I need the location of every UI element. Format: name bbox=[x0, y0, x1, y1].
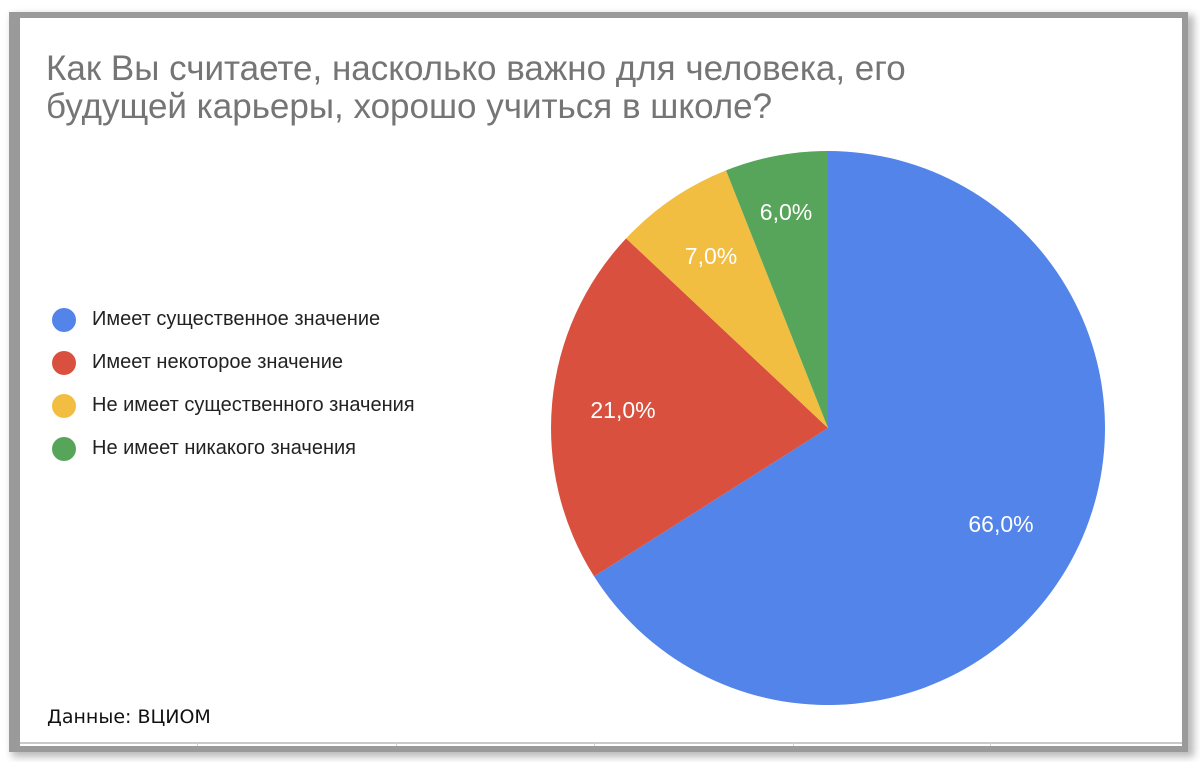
legend-item-not-significant[interactable]: Не имеет существенного значения bbox=[52, 384, 415, 427]
legend-label: Не имеет существенного значения bbox=[92, 394, 415, 416]
spreadsheet-gridline bbox=[20, 742, 1182, 744]
spreadsheet-gridline bbox=[396, 742, 397, 746]
pie-slice-significant[interactable] bbox=[594, 151, 1105, 706]
slice-label-some: 21,0% bbox=[590, 397, 655, 423]
spreadsheet-gridline bbox=[990, 742, 991, 746]
legend-label: Не имеет никакого значения bbox=[92, 437, 356, 459]
pie-slice-not-significant[interactable] bbox=[626, 170, 828, 428]
pie-chart: 66,0% 21,0% 7,0% 6,0% bbox=[551, 150, 1105, 706]
slice-label-significant: 66,0% bbox=[968, 511, 1033, 537]
pie-slice-some[interactable] bbox=[551, 238, 828, 577]
chart-title-line2: будущей карьеры, хорошо учиться в школе? bbox=[46, 87, 773, 126]
legend-label: Имеет некоторое значение bbox=[92, 351, 344, 373]
spreadsheet-gridline bbox=[594, 742, 595, 746]
legend-item-significant[interactable]: Имеет существенное значение bbox=[52, 298, 415, 341]
slice-label-not-significant: 7,0% bbox=[685, 243, 737, 269]
spreadsheet-gridline bbox=[197, 742, 198, 746]
legend-label: Имеет существенное значение bbox=[92, 308, 381, 330]
legend-item-some[interactable]: Имеет некоторое значение bbox=[52, 341, 415, 384]
legend-dot-icon bbox=[52, 350, 76, 375]
legend-dot-icon bbox=[52, 436, 76, 461]
spreadsheet-gridline bbox=[793, 742, 794, 746]
chart-title-line1: Как Вы считаете, насколько важно для чел… bbox=[46, 49, 906, 88]
chart-area: Как Вы считаете, насколько важно для чел… bbox=[20, 18, 1182, 746]
pie-slice-none[interactable] bbox=[726, 150, 828, 429]
data-source: Данные: ВЦИОМ bbox=[47, 706, 211, 728]
slice-label-none: 6,0% bbox=[760, 199, 812, 225]
chart-legend: Имеет существенное значение Имеет некото… bbox=[52, 298, 415, 470]
legend-dot-icon bbox=[52, 393, 76, 418]
chart-title: Как Вы считаете, насколько важно для чел… bbox=[46, 50, 1046, 126]
legend-dot-icon bbox=[52, 307, 76, 332]
legend-item-none[interactable]: Не имеет никакого значения bbox=[52, 427, 415, 470]
